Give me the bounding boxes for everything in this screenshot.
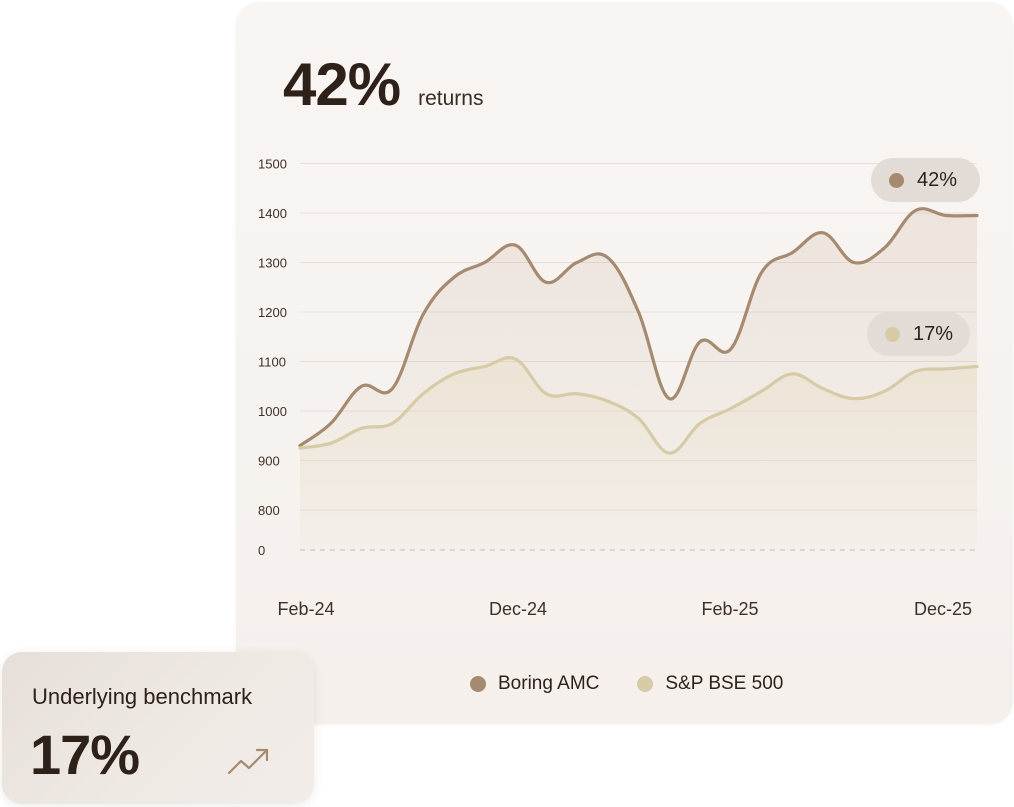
y-tick-label: 1300: [258, 256, 287, 271]
x-tick-label: Dec-25: [914, 599, 972, 619]
legend-benchmark-dot-icon: [637, 676, 654, 692]
amc-dot-icon: [889, 172, 904, 188]
y-tick-label: 1200: [258, 305, 287, 320]
benchmark-end-value: 17%: [913, 322, 954, 345]
amc-end-label: 42%: [871, 158, 980, 202]
legend-item-benchmark: S&P BSE 500: [637, 673, 783, 695]
returns-headline: 42% returns: [283, 55, 483, 115]
x-axis-ticks: Feb-24 Dec-24 Feb-25 Dec-25: [277, 599, 972, 619]
y-tick-label: 1400: [258, 206, 287, 221]
y-tick-label: 1100: [258, 355, 286, 370]
benchmark-card: Underlying benchmark 17%: [2, 652, 314, 804]
legend-amc-dot-icon: [470, 676, 486, 692]
x-tick-label: Feb-24: [277, 599, 334, 619]
trend-up-icon: [227, 748, 269, 775]
y-tick-label: 1500: [258, 157, 287, 172]
area-fills: [300, 208, 977, 550]
legend-benchmark-label: S&P BSE 500: [665, 673, 784, 694]
benchmark-end-label: 17%: [867, 312, 970, 356]
x-tick-label: Feb-25: [701, 599, 758, 619]
returns-value: 42%: [283, 51, 401, 118]
amc-end-value: 42%: [917, 168, 958, 191]
benchmark-area: [300, 357, 977, 550]
chart-legend: Boring AMC S&P BSE 500: [470, 673, 783, 695]
benchmark-title: Underlying benchmark: [32, 684, 253, 709]
legend-item-amc: Boring AMC: [470, 673, 599, 695]
benchmark-series-line: [298, 356, 979, 455]
amc-series-line: [298, 207, 979, 448]
y-tick-label: 1000: [258, 404, 287, 419]
benchmark-value: 17%: [30, 723, 140, 786]
x-tick-label: Dec-24: [489, 599, 547, 619]
series-lines: [298, 207, 979, 455]
y-tick-label: 0: [258, 543, 265, 558]
y-axis-ticks: 0 800 900 1000 1100 1200 1300 1400 1500: [258, 157, 287, 559]
benchmark-dot-icon: [885, 326, 900, 342]
returns-label: returns: [418, 87, 484, 110]
legend-amc-label: Boring AMC: [498, 673, 600, 694]
y-tick-label: 900: [258, 454, 280, 469]
y-tick-label: 800: [258, 503, 280, 518]
